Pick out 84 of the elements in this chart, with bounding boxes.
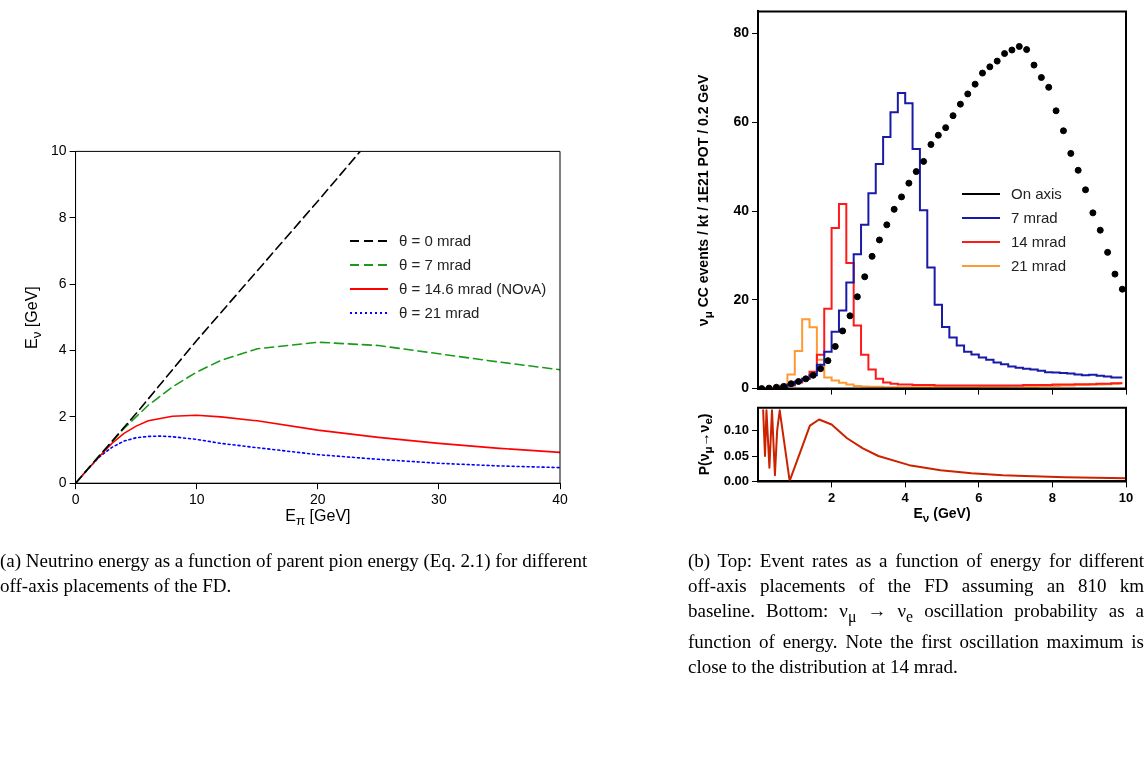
point	[890, 205, 898, 213]
point	[942, 124, 950, 132]
x-axis-title: E$_{π}$ [GeV]	[285, 507, 351, 529]
x-tick-label: 6	[975, 489, 983, 505]
point	[971, 80, 979, 88]
point	[846, 312, 854, 320]
point	[1030, 61, 1038, 69]
point	[920, 157, 928, 165]
point	[1067, 149, 1075, 157]
y-tick-label: 6	[58, 274, 67, 291]
point	[1082, 186, 1090, 194]
y-tick-label: 0.00	[723, 472, 749, 488]
point	[787, 380, 795, 388]
point	[883, 221, 891, 229]
point	[794, 378, 802, 385]
legend-label: θ = 0 mrad	[399, 231, 472, 252]
point	[986, 63, 994, 71]
legend-label: θ = 14.6 mrad (NOνA)	[399, 279, 547, 300]
x-tick-label: 10	[188, 491, 205, 508]
legend-label: 14 mrad	[1011, 232, 1067, 253]
text: (b) Top: Event rates as a function of energy for different off-axis placements of the FD assuming an 810 km baseline. Bottom: ν$_{μ}$ → ν$_{e}$ oscillation probability as a function of energy. Note the first oscillation maximum is close to the distribution at 14 mrad.	[688, 550, 1144, 677]
legend-label: θ = 21 mrad	[399, 303, 480, 324]
point	[964, 90, 972, 98]
y-tick-label: 40	[733, 201, 750, 218]
legend-label: θ = 7 mrad	[399, 255, 472, 276]
point	[772, 383, 780, 389]
y-tick-label: 8	[58, 208, 67, 225]
point	[1023, 46, 1031, 54]
x-tick-label: 2	[827, 489, 836, 505]
point	[839, 327, 847, 335]
y-tick-label: 0.05	[723, 447, 749, 463]
point	[809, 371, 817, 379]
point	[1001, 50, 1009, 58]
point	[1089, 209, 1097, 217]
y-tick-label: 4	[58, 341, 67, 358]
point	[912, 168, 920, 176]
point	[824, 357, 832, 365]
x-axis-title: E$_{ν}$ (GeV)	[913, 505, 971, 525]
point	[1059, 127, 1067, 135]
point	[875, 236, 883, 244]
x-tick-label: 20	[310, 491, 326, 508]
point	[1074, 166, 1082, 174]
point	[802, 375, 810, 383]
point	[1118, 285, 1126, 293]
point	[853, 293, 861, 301]
x-tick-label: 8	[1048, 489, 1057, 505]
point	[927, 141, 935, 149]
point	[1015, 42, 1023, 50]
y-tick-label: 10	[50, 142, 67, 159]
point	[898, 193, 906, 201]
x-tick-label: 0	[71, 491, 80, 508]
legend-label: On axis	[1011, 184, 1062, 205]
y-tick-label: 0	[58, 474, 67, 491]
point	[817, 365, 825, 373]
y-tick-label: 2	[58, 407, 67, 424]
point	[1104, 248, 1112, 256]
point	[956, 100, 964, 108]
point	[934, 131, 942, 139]
y-tick-label: 0.10	[723, 422, 749, 438]
x-tick-label: 40	[552, 491, 568, 508]
point	[1052, 107, 1060, 115]
text: (a) Neutrino energy as a function of parent pion energy (Eq. 2.1) for different off-axis placements of the FD.	[0, 549, 589, 598]
x-tick-label: 4	[901, 489, 910, 505]
y-tick-label: 0	[741, 379, 750, 396]
y-tick-label: 20	[733, 290, 750, 307]
point	[978, 69, 986, 77]
point	[1008, 46, 1016, 54]
point	[780, 382, 788, 389]
point	[905, 179, 913, 187]
point	[868, 252, 876, 260]
point	[1037, 74, 1045, 82]
legend-label: 21 mrad	[1011, 256, 1067, 277]
point	[831, 342, 839, 350]
point	[949, 112, 957, 120]
y-tick-label: 60	[733, 113, 750, 130]
x-tick-label: 10	[1118, 489, 1134, 505]
y-tick-label: 80	[733, 24, 750, 41]
point	[1111, 270, 1119, 278]
point	[1045, 83, 1053, 91]
legend-label: 7 mrad	[1011, 208, 1058, 229]
x-tick-label: 30	[431, 491, 447, 508]
point	[861, 273, 869, 281]
point	[993, 57, 1001, 65]
point	[1096, 226, 1104, 234]
